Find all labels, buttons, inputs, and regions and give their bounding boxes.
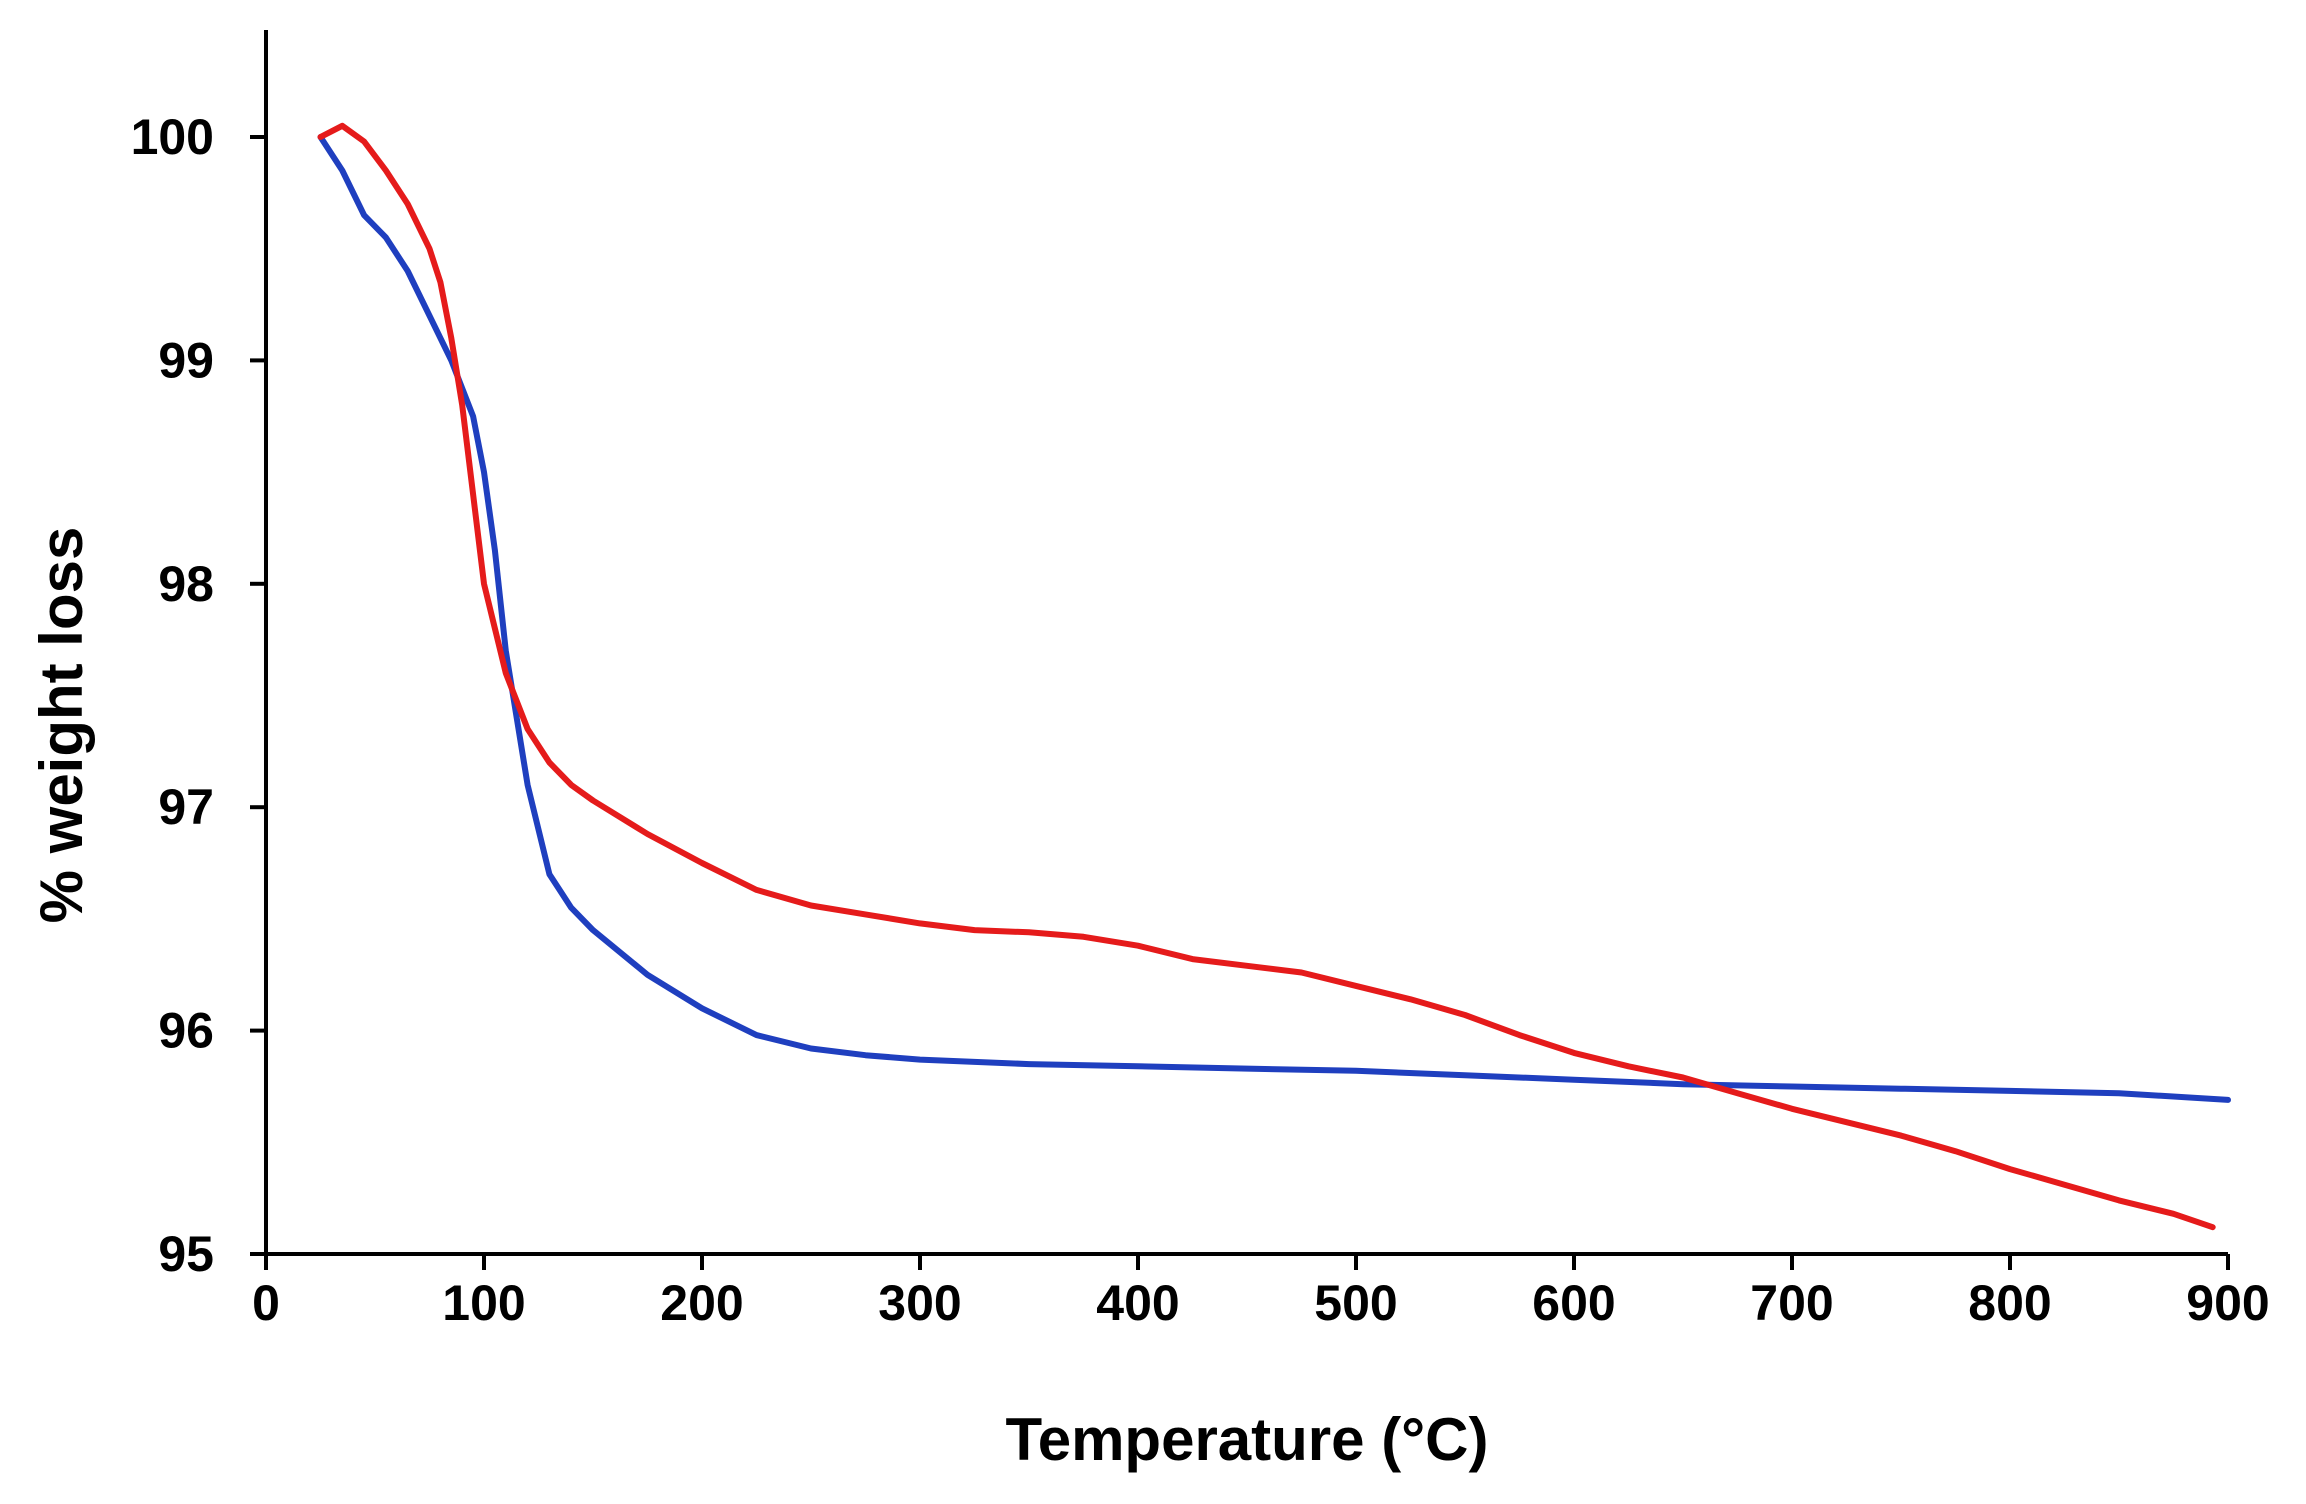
x-tick-label: 300: [878, 1275, 961, 1331]
x-tick-label: 400: [1096, 1275, 1179, 1331]
y-tick-label: 96: [158, 1003, 214, 1059]
y-axis-ticks: 95 96 97 98 99 100: [131, 109, 266, 1282]
x-tick-label: 900: [2186, 1275, 2269, 1331]
x-tick-label: 600: [1532, 1275, 1615, 1331]
y-axis-title: % weight loss: [28, 527, 95, 924]
x-tick-label: 0: [252, 1275, 280, 1331]
x-tick-label: 100: [442, 1275, 525, 1331]
x-axis-title: Temperature (°C): [1006, 1406, 1489, 1473]
y-tick-label: 97: [158, 779, 214, 835]
y-tick-label: 100: [131, 109, 214, 165]
plot-area: [317, 122, 2231, 1231]
x-tick-label: 700: [1750, 1275, 1833, 1331]
y-tick-label: 98: [158, 556, 214, 612]
x-tick-label: 200: [660, 1275, 743, 1331]
x-tick-label: 500: [1314, 1275, 1397, 1331]
y-tick-label: 99: [158, 332, 214, 388]
series-line-red: [317, 122, 2216, 1231]
series-line-blue: [317, 134, 2231, 1103]
y-tick-label: 95: [158, 1226, 214, 1282]
x-tick-label: 800: [1968, 1275, 2051, 1331]
x-axis-ticks: 0 100 200 300 400 500 600 700 800 900: [252, 1254, 2270, 1331]
